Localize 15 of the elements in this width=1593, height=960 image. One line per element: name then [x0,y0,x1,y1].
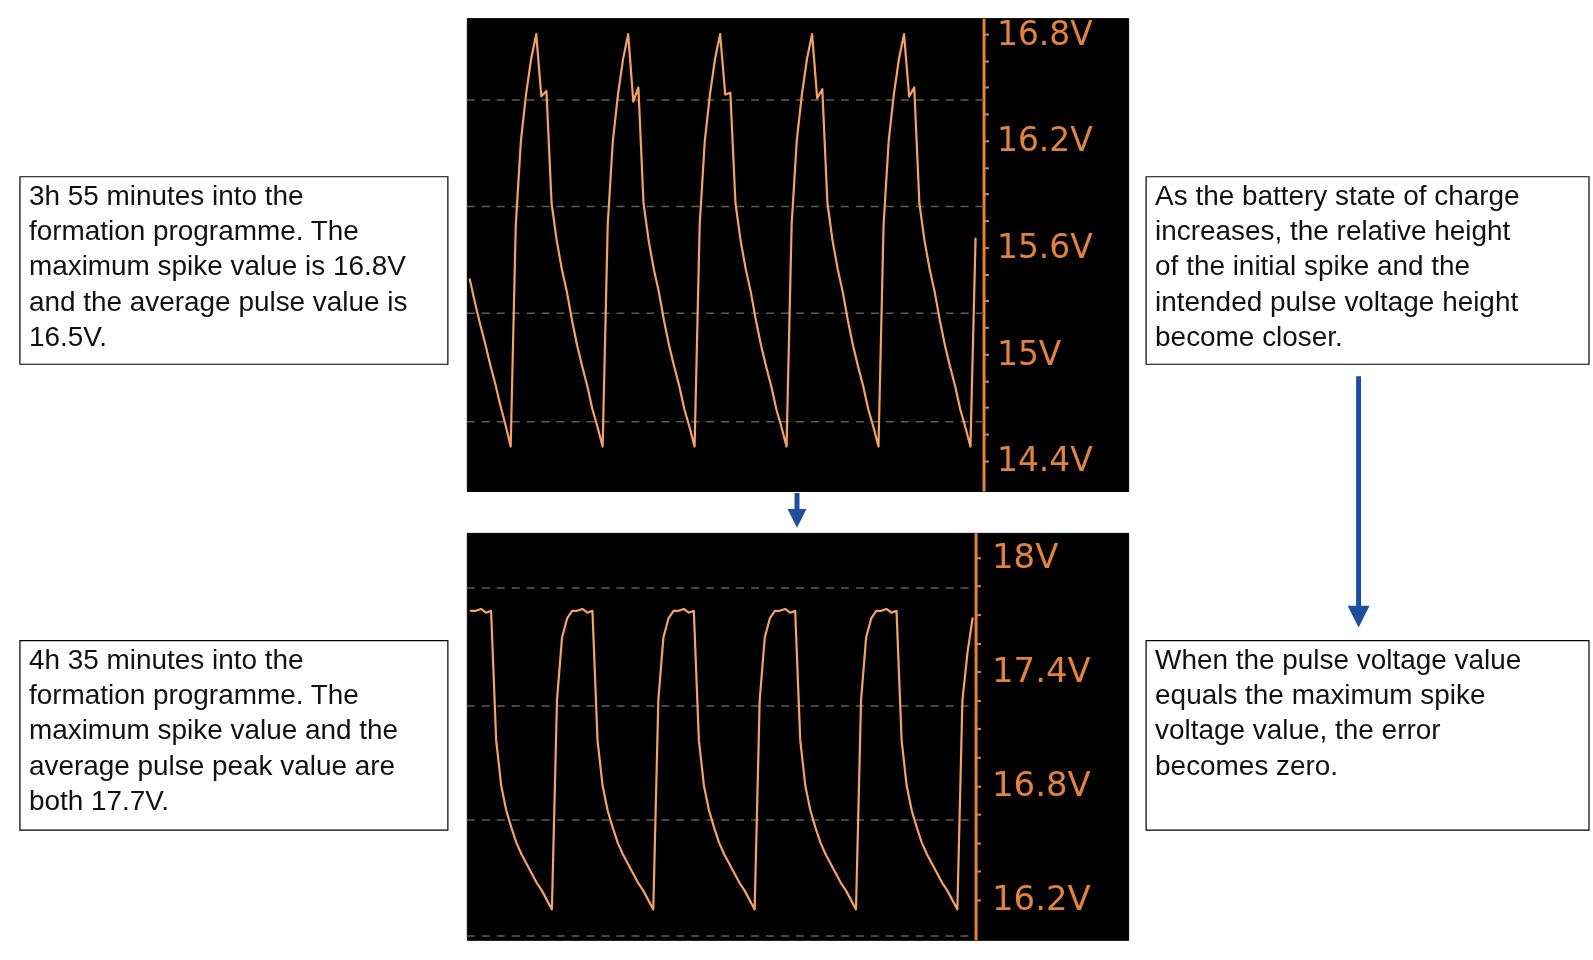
text: 4h 35 minutes into the formation programme. The maximum spike value and the average pulse peak value are both 17.7V. [28,643,399,817]
y-tick-label: 15V [997,333,1062,373]
text: 3h 55 minutes into the formation programme. The maximum spike value is 16.8V and the average pulse value is 16.5V. [28,179,408,353]
y-tick-label: 18V [992,537,1059,577]
line-series [468,33,977,448]
y-tick-label: 16.2V [992,879,1091,919]
y-tick-label: 16.8V [992,765,1091,805]
line-series [469,607,974,911]
y-tick-label: 14.4V [997,440,1094,480]
y-tick-label: 16.8V [997,13,1094,53]
text: As the battery state of charge increases, the relative height of the initial spike and the intended pulse voltage height become closer. [1155,179,1520,353]
y-tick-label: 16.2V [997,120,1094,160]
text: When the pulse voltage value equals the maximum spike voltage value, the error becomes zero. [1155,643,1522,781]
y-tick-label: 17.4V [992,651,1091,691]
y-tick-label: 15.6V [997,226,1094,266]
